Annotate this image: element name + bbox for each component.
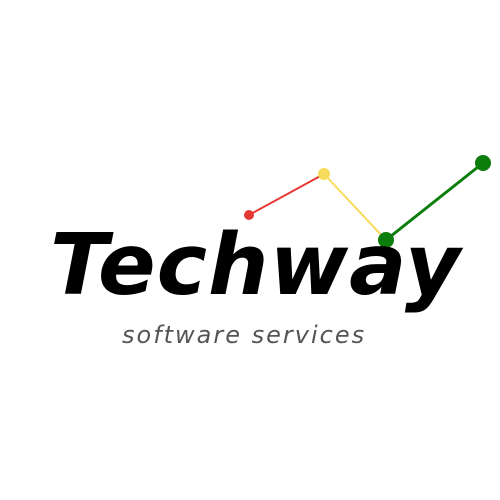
trend-point-green-low [378,232,394,248]
trend-point-green-high [475,155,491,171]
trend-point-yellow [318,168,330,180]
trend-segment-green [385,161,484,242]
trend-segment-red [248,173,325,216]
brand-tagline: software services [122,321,367,349]
trend-segment-yellow [323,173,387,241]
trend-point-red [244,210,254,220]
brand-name: Techway [50,216,462,315]
